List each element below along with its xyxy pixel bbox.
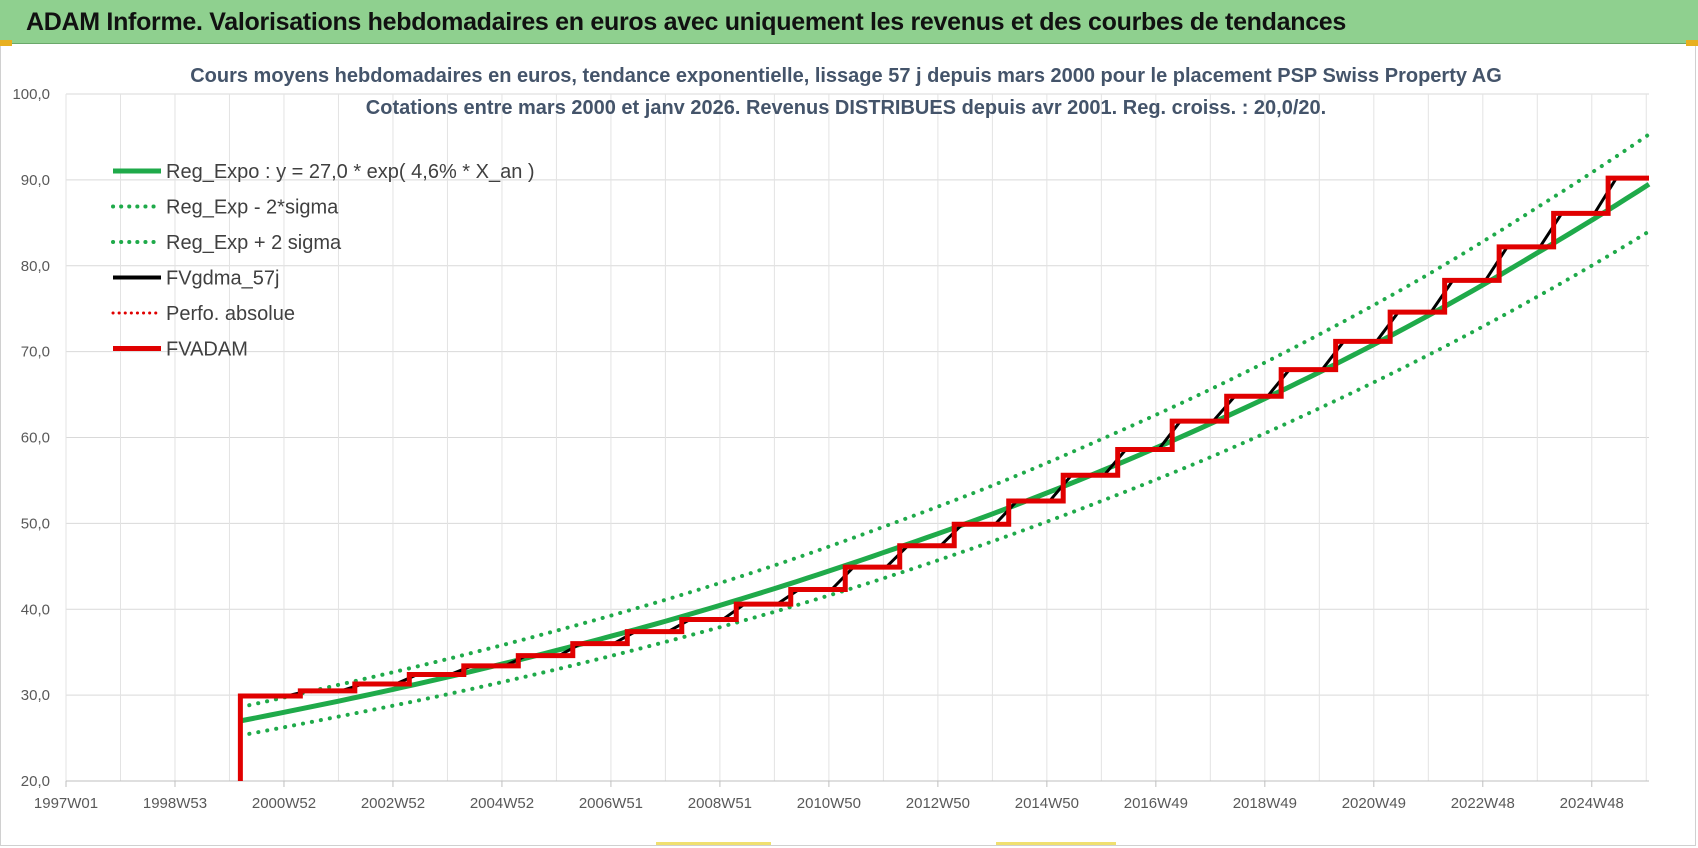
x-tick-label: 2002W52 bbox=[361, 795, 425, 812]
page-title: ADAM Informe. Valorisations hebdomadaire… bbox=[26, 8, 1347, 36]
x-tick-label: 2024W48 bbox=[1560, 795, 1624, 812]
corner-marker-right bbox=[1686, 40, 1698, 46]
series-fvadam bbox=[237, 175, 1649, 781]
x-tick-label: 2000W52 bbox=[252, 795, 316, 812]
y-tick-label: 70,0 bbox=[21, 344, 50, 361]
legend-label: FVADAM bbox=[166, 339, 248, 361]
y-tick-label: 80,0 bbox=[21, 258, 50, 275]
chart-frame: 20,0 30,0 40,0 50,0 60,0 70,0 80,0 90,0 100,0 199… bbox=[0, 46, 1696, 846]
bottom-marker bbox=[996, 842, 1116, 845]
axis-layer: 20,0 30,0 40,0 50,0 60,0 70,0 80,0 90,0 100,0 199… bbox=[12, 86, 1649, 812]
legend-label: Reg_Expo : y = 27,0 * exp( 4,6% * X_an ) bbox=[166, 161, 535, 183]
y-tick-label: 60,0 bbox=[21, 430, 50, 447]
x-tick-label: 2006W51 bbox=[579, 795, 643, 812]
x-tick-label: 2016W49 bbox=[1124, 795, 1188, 812]
corner-marker-left bbox=[0, 40, 12, 46]
y-tick-label: 100,0 bbox=[12, 86, 50, 103]
series-reg-exp-minus-2sigma bbox=[238, 229, 1651, 738]
y-tick-label: 90,0 bbox=[21, 172, 50, 189]
series-reg-exp-plus-2sigma bbox=[238, 132, 1651, 710]
legend-label: Reg_Exp - 2*sigma bbox=[166, 197, 339, 219]
title-bar: ADAM Informe. Valorisations hebdomadaire… bbox=[0, 0, 1698, 46]
chart-title-layer: Cours moyens hebdomadaires en euros, ten… bbox=[190, 65, 1502, 119]
y-tick-label: 50,0 bbox=[21, 515, 50, 532]
x-tick-label: 2020W49 bbox=[1342, 795, 1406, 812]
x-tick-label: 2018W49 bbox=[1233, 795, 1297, 812]
x-tick-label: 2010W50 bbox=[797, 795, 861, 812]
x-tick-label: 2012W50 bbox=[906, 795, 970, 812]
x-tick-label: 1997W01 bbox=[34, 795, 98, 812]
series-layer bbox=[237, 132, 1651, 781]
x-tick-label: 2014W50 bbox=[1015, 795, 1079, 812]
y-tick-label: 20,0 bbox=[21, 773, 50, 790]
legend-label: Perfo. absolue bbox=[166, 303, 295, 325]
bottom-marker bbox=[656, 842, 771, 845]
y-tick-label: 40,0 bbox=[21, 601, 50, 618]
x-tick-label: 2008W51 bbox=[688, 795, 752, 812]
legend: Reg_Expo : y = 27,0 * exp( 4,6% * X_an )… bbox=[111, 161, 535, 361]
chart-subtitle: Cotations entre mars 2000 et janv 2026. … bbox=[366, 97, 1326, 119]
chart-svg: 20,0 30,0 40,0 50,0 60,0 70,0 80,0 90,0 100,0 199… bbox=[12, 65, 1651, 812]
legend-label: Reg_Exp + 2 sigma bbox=[166, 232, 342, 254]
series-reg-expo bbox=[239, 182, 1651, 724]
x-tick-label: 2022W48 bbox=[1451, 795, 1515, 812]
x-tick-label: 2004W52 bbox=[470, 795, 534, 812]
x-tick-label: 1998W53 bbox=[143, 795, 207, 812]
legend-label: FVgdma_57j bbox=[166, 268, 279, 290]
chart-title: Cours moyens hebdomadaires en euros, ten… bbox=[190, 65, 1502, 87]
y-tick-label: 30,0 bbox=[21, 687, 50, 704]
grid-layer bbox=[65, 93, 1649, 782]
